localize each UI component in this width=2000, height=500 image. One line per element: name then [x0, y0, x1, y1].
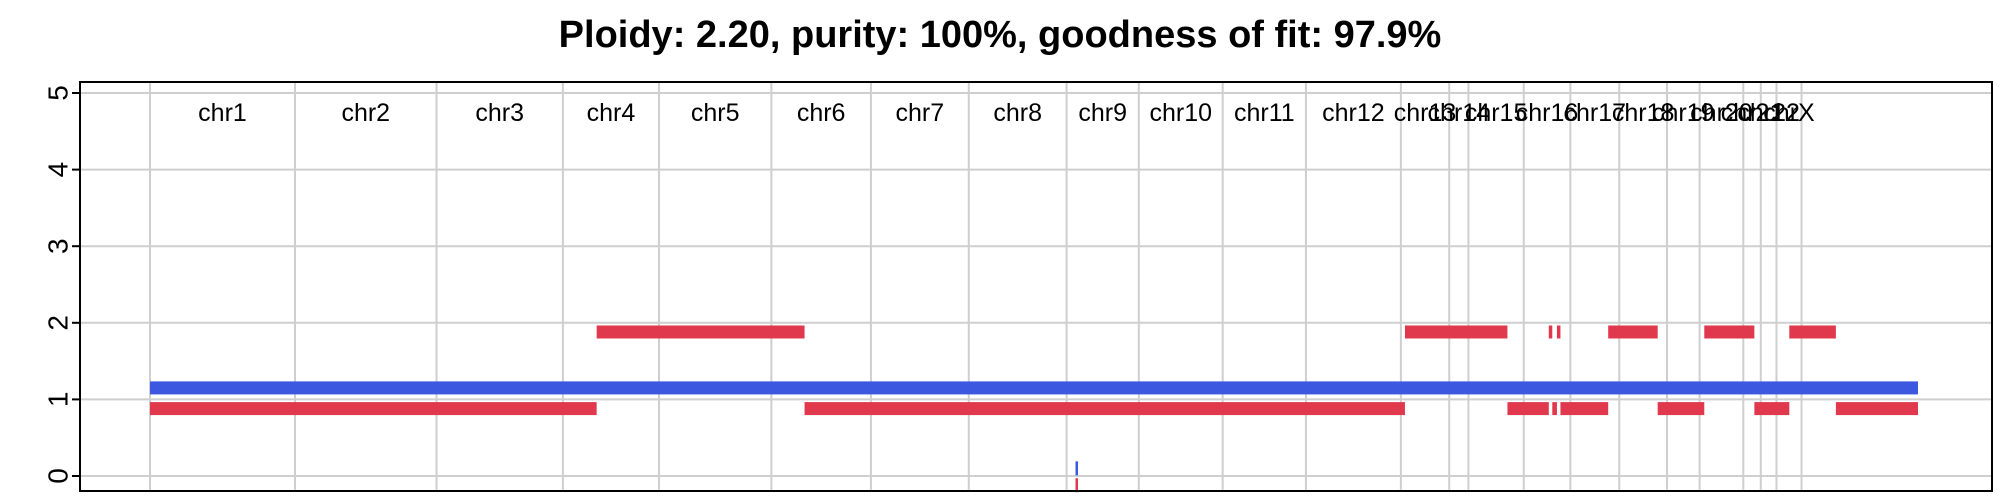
cn-segment [1789, 325, 1836, 339]
cn-marker [1075, 478, 1079, 493]
cn-segment [1657, 402, 1705, 416]
cn-segment [1507, 402, 1549, 416]
y-tick-label: 1 [43, 392, 74, 408]
cn-segment [1704, 325, 1755, 339]
chromosome-label: chr1 [198, 99, 247, 127]
chromosome-label: chr22 [1737, 99, 1800, 127]
cn-segment [596, 325, 805, 339]
cn-segment [150, 402, 597, 416]
chromosome-label: chr20 [1690, 99, 1753, 127]
chromosome-label: chr7 [896, 99, 945, 127]
chromosome-label: chr15 [1465, 99, 1528, 127]
cn-segment [1608, 325, 1658, 339]
chromosome-label: chr18 [1612, 99, 1675, 127]
chromosome-label: chrX [1763, 99, 1815, 127]
chromosome-label: chr14 [1428, 99, 1491, 127]
chromosome-label: chr17 [1564, 99, 1627, 127]
y-tick-label: 4 [43, 162, 74, 178]
chromosome-label: chr8 [993, 99, 1042, 127]
chromosome-label: chr16 [1516, 99, 1579, 127]
cn-segment [1552, 402, 1557, 416]
cn-segment [1404, 325, 1508, 339]
chromosome-label: chr5 [691, 99, 740, 127]
chromosome-label: chr9 [1078, 99, 1127, 127]
chromosome-label: chr4 [587, 99, 636, 127]
chromosome-label: chr10 [1149, 99, 1212, 127]
y-tick-label: 5 [43, 85, 74, 101]
chromosome-label: chr12 [1322, 99, 1385, 127]
cn-segment [1548, 325, 1553, 339]
cn-segment [1882, 402, 1918, 416]
grid-lines [80, 82, 1992, 491]
cn-marker [1075, 461, 1079, 476]
chromosome-label: chr6 [797, 99, 846, 127]
y-tick-label: 0 [43, 468, 74, 484]
plot-frame [79, 81, 1993, 492]
chromosome-label: chr21 [1721, 99, 1784, 127]
cn-segment [1560, 402, 1609, 416]
y-tick-label: 2 [43, 315, 74, 331]
cn-segment [1556, 325, 1561, 339]
chromosome-label: chr11 [1234, 99, 1295, 127]
chromosome-label: chr13 [1394, 99, 1457, 127]
segments [150, 325, 1918, 493]
chromosome-label: chr3 [475, 99, 524, 127]
chromosome-label: chr2 [341, 99, 390, 127]
y-tick-label: 3 [43, 238, 74, 254]
cn-segment [1754, 402, 1790, 416]
cn-segment [1835, 402, 1883, 416]
y-axis: 0 1 2 3 4 5 [43, 85, 80, 484]
chart-title: Ploidy: 2.20, purity: 100%, goodness of … [558, 14, 1442, 56]
chromosome-label: chr19 [1652, 99, 1715, 127]
chromosome-labels: chr1 chr2 chr3 chr4 chr5 chr6 chr7 chr8 chr9 chr1… [198, 99, 1815, 127]
cn-segment [150, 381, 1918, 395]
cn-segment [804, 402, 1405, 416]
